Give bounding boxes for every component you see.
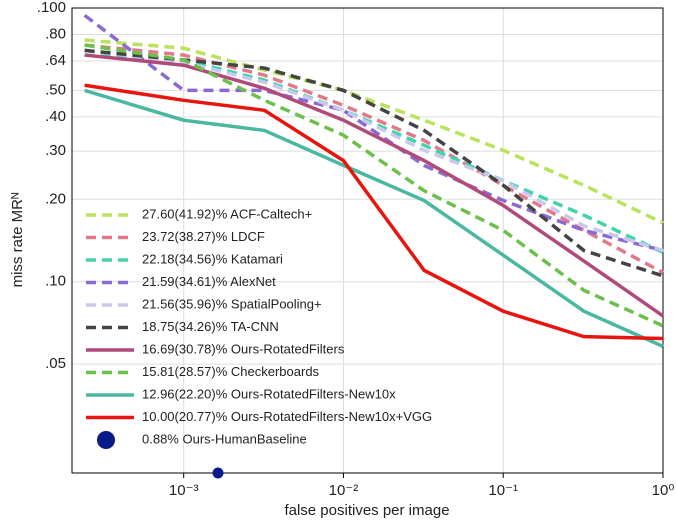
series-line: [84, 43, 664, 275]
y-tick-label: .64: [45, 52, 66, 69]
legend-label: 15.81(28.57)% Checkerboards: [142, 364, 320, 379]
y-tick-label: .20: [45, 190, 66, 207]
y-tick-label: .40: [45, 108, 66, 125]
plot-frame: [71, 7, 664, 474]
series-line: [84, 48, 664, 278]
series-line: [84, 53, 664, 254]
legend-label: 23.72(38.27)% LDCF: [142, 229, 265, 244]
legend-label: 27.60(41.92)% ACF-Caltech+: [142, 206, 312, 221]
x-tick-label: 10⁻²: [329, 482, 359, 499]
series-line: [84, 43, 664, 328]
series-line: [84, 83, 664, 341]
point: [212, 467, 224, 479]
series-line: [84, 88, 664, 349]
series-line: [84, 53, 664, 318]
x-tick-label: 10⁻¹: [488, 482, 518, 499]
legend-label: 21.56(35.96)% SpatialPooling+: [142, 296, 322, 311]
x-tick-label: 10⁻³: [169, 482, 199, 499]
legend-label: 12.96(22.20)% Ours-RotatedFilters-New10x: [142, 386, 396, 401]
legend-label: 0.88% Ours-HumanBaseline: [142, 431, 307, 446]
legend-label: 16.69(30.78)% Ours-RotatedFilters: [142, 341, 345, 356]
y-tick-label: .50: [45, 81, 66, 98]
legend-label: 10.00(20.77)% Ours-RotatedFilters-New10x…: [142, 409, 432, 424]
series-line: [84, 38, 664, 225]
x-axis-label: false positives per image: [284, 502, 449, 519]
legend-label: 22.18(34.56)% Katamari: [142, 251, 283, 266]
legend-swatch: [97, 431, 115, 449]
x-tick-label: 10⁰: [652, 482, 675, 499]
y-tick-label: .10: [45, 273, 66, 290]
series-line: [83, 13, 664, 253]
legend-label: 18.75(34.26)% TA-CNN: [142, 319, 279, 334]
legend-label: 21.59(34.61)% AlexNet: [142, 274, 276, 289]
y-tick-label: .05: [45, 355, 66, 372]
y-axis-label: miss rate MRᴺ: [9, 192, 26, 287]
y-tick-label: .30: [45, 142, 66, 159]
y-tick-label: .100: [37, 0, 66, 16]
y-tick-label: .80: [45, 25, 66, 42]
